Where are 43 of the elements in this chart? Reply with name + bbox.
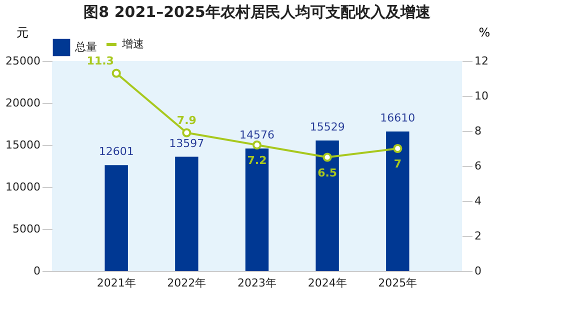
data-label: 15529 bbox=[310, 120, 345, 134]
y2-tick-label: 12 bbox=[474, 54, 488, 68]
y-tick-label: 15000 bbox=[6, 138, 40, 152]
point bbox=[182, 128, 192, 138]
y2-tick-label: 6 bbox=[474, 160, 482, 172]
bar bbox=[104, 165, 128, 271]
bar bbox=[316, 140, 339, 271]
y-tick-label: 0 bbox=[34, 264, 40, 278]
y2-tick-label: 10 bbox=[474, 90, 488, 102]
point bbox=[112, 68, 121, 78]
y-tick-label: 25000 bbox=[6, 54, 40, 68]
y2-tick-label: 4 bbox=[474, 194, 482, 208]
chart-title: 图8 2021–2025年农村居民人均可支配收入及增速 bbox=[84, 3, 432, 21]
data-label: 7.2 bbox=[247, 154, 267, 167]
x-tick-label: 2022年 bbox=[167, 276, 206, 290]
y-tick-label: 5000 bbox=[12, 222, 40, 236]
y2-tick-label: 8 bbox=[474, 124, 482, 138]
bar bbox=[175, 156, 198, 271]
y2-tick-label: 2 bbox=[474, 230, 482, 242]
bar bbox=[245, 148, 269, 271]
bar bbox=[386, 131, 410, 271]
data-label: 13597 bbox=[169, 136, 204, 150]
y-tick-label: 10000 bbox=[6, 180, 40, 194]
y-axis-title: 元 bbox=[16, 26, 28, 40]
point bbox=[252, 140, 262, 150]
y2-tick-label: 0 bbox=[474, 264, 482, 278]
point bbox=[322, 152, 332, 162]
x-tick-label: 2024年 bbox=[308, 276, 347, 290]
x-tick-label: 2023年 bbox=[238, 276, 276, 290]
data-label: 11.3 bbox=[86, 54, 114, 68]
data-label: 14576 bbox=[240, 128, 274, 142]
x-tick-label: 2025年 bbox=[378, 276, 418, 290]
x-tick-label: 2021年 bbox=[96, 276, 136, 290]
data-label: 6.5 bbox=[318, 166, 338, 180]
data-label: 16610 bbox=[380, 111, 416, 124]
legend-label: 增速 bbox=[121, 38, 144, 50]
data-label: 7 bbox=[394, 158, 402, 170]
data-label: 12601 bbox=[98, 145, 134, 158]
y2-axis-title: % bbox=[478, 26, 490, 40]
point bbox=[393, 144, 402, 154]
legend-label: 总量 bbox=[74, 40, 97, 54]
y-tick-label: 20000 bbox=[6, 96, 40, 110]
data-label: 7.9 bbox=[176, 114, 196, 127]
